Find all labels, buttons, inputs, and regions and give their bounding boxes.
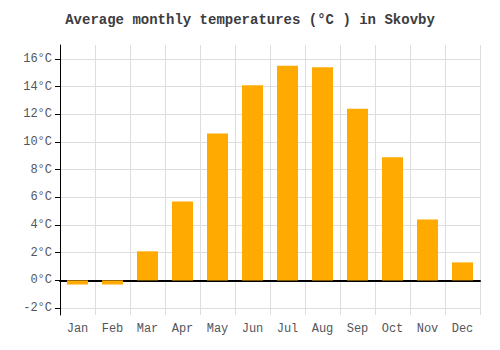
svg-text:6°C: 6°C: [30, 190, 52, 204]
svg-text:12°C: 12°C: [23, 107, 52, 121]
svg-text:Average monthly temperatures (: Average monthly temperatures (°C ) in Sk…: [65, 12, 435, 28]
svg-text:16°C: 16°C: [23, 52, 52, 66]
svg-text:4°C: 4°C: [30, 218, 52, 232]
svg-text:0°C: 0°C: [30, 273, 52, 287]
svg-text:Jun: Jun: [242, 322, 264, 336]
svg-text:-2°C: -2°C: [23, 301, 52, 315]
svg-text:10°C: 10°C: [23, 135, 52, 149]
svg-text:Feb: Feb: [102, 322, 124, 336]
svg-text:Mar: Mar: [137, 322, 159, 336]
svg-text:Jan: Jan: [67, 322, 89, 336]
svg-text:2°C: 2°C: [30, 246, 52, 260]
svg-text:Oct: Oct: [382, 322, 404, 336]
svg-text:14°C: 14°C: [23, 80, 52, 94]
svg-text:8°C: 8°C: [30, 163, 52, 177]
svg-text:Aug: Aug: [312, 322, 334, 336]
svg-text:Sep: Sep: [347, 322, 369, 336]
svg-text:May: May: [207, 322, 229, 336]
svg-text:Apr: Apr: [172, 322, 194, 336]
svg-text:Jul: Jul: [277, 322, 299, 336]
svg-text:Nov: Nov: [417, 322, 439, 336]
svg-text:Dec: Dec: [452, 322, 474, 336]
